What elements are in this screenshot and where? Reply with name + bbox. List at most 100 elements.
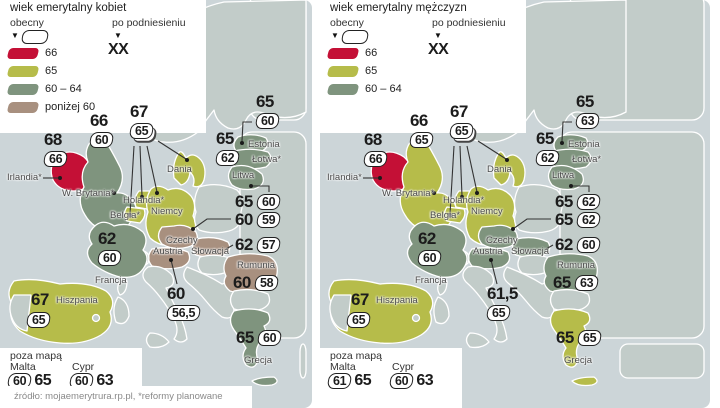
country-greece: [229, 308, 271, 368]
value-czech: 60 59: [235, 211, 282, 228]
label-france: Francja: [95, 275, 127, 286]
legend-current-label: obecny: [10, 17, 44, 29]
legend-item-label: 66: [365, 47, 378, 59]
source-note: źródło: mojaemerytrura.rp.pl, *reformy p…: [14, 391, 223, 402]
label-belgium: Belgia*: [430, 210, 461, 221]
legend-item-label: 60 – 64: [365, 83, 402, 95]
country-italy: [462, 265, 508, 343]
value-malta: 60 65: [6, 372, 52, 390]
value-czech: 65 62: [555, 211, 602, 228]
value-greece: 65 65: [556, 329, 603, 346]
value-estonia: 65 60: [254, 93, 281, 129]
legend-swatch: [6, 48, 40, 59]
value-spain-raised: 67: [31, 290, 49, 309]
label-spain: Hiszpania: [376, 295, 418, 306]
country-slovakia: [191, 236, 231, 258]
label-greece: Grecja: [244, 355, 272, 366]
label-greece: Grecja: [564, 355, 592, 366]
map-title: wiek emerytalny mężczyzn: [330, 2, 467, 14]
legend-sample-raised: XX: [108, 41, 129, 58]
label-uk: W. Brytania*: [382, 188, 435, 199]
island-corsica: [117, 278, 128, 296]
value-romania: 60 58: [233, 274, 280, 291]
value-slovakia: 62 60: [555, 236, 602, 253]
label-germany: Niemcy: [471, 206, 503, 217]
leader-lines: [43, 121, 270, 285]
country-czech: [477, 224, 519, 250]
country-bulgaria: [549, 288, 591, 312]
value-france: 62 60: [96, 230, 123, 266]
value-ireland: 68 66: [42, 131, 69, 167]
leader-dots: [378, 141, 573, 262]
country-poland: [513, 183, 563, 234]
value-lithuania: 65 62: [555, 193, 602, 210]
country-turkey: [619, 343, 705, 379]
map-title: wiek emerytalny kobiet: [10, 2, 127, 14]
legend: wiek emerytalny kobiet obecny po podnies…: [0, 0, 206, 133]
value-uk: 66 60: [88, 112, 115, 148]
country-slovakia: [511, 236, 551, 258]
legend-sample-raised: XX: [428, 41, 449, 58]
down-arrow-icon: ▼: [331, 31, 339, 40]
island-corsica: [437, 278, 448, 296]
legend-item-label: 65: [45, 65, 58, 77]
value-cyprus: 60 63: [388, 372, 434, 390]
value-slovakia: 62 57: [235, 236, 282, 253]
label-czech: Czechy: [486, 235, 518, 246]
legend-item-label: 66: [45, 47, 58, 59]
label-netherlands: Holandia*: [123, 195, 165, 206]
country-denmark: [492, 151, 526, 188]
legend-item-label: poniżej 60: [45, 101, 96, 113]
country-greece: [549, 308, 591, 368]
label-spain: Hiszpania: [56, 295, 98, 306]
label-denmark: Dania: [487, 164, 512, 175]
outside-map-title: poza mapą: [10, 350, 62, 362]
down-arrow-icon: ▼: [114, 31, 122, 40]
value-latvia: 65 62: [214, 130, 241, 166]
leader-dots: [58, 141, 253, 262]
legend-swatch: [6, 102, 40, 113]
legend-current-label: obecny: [330, 17, 364, 29]
island-sardinia: [433, 296, 450, 325]
legend-swatch: [6, 66, 40, 77]
label-romania: Rumunia: [237, 260, 276, 271]
leader-lines: [363, 121, 590, 285]
legend-raised-label: po podniesieniu: [432, 17, 506, 29]
label-latvia: Łotwa*: [572, 154, 602, 165]
label-czech: Czechy: [166, 235, 198, 246]
value-austria: 60 56,5: [165, 285, 202, 321]
down-arrow-icon: ▼: [434, 31, 442, 40]
legend-swatch: [6, 84, 40, 95]
label-cyprus: Cypr: [392, 361, 415, 373]
outside-map-title: poza mapą: [330, 350, 382, 362]
legend-sample-box: [20, 30, 50, 44]
value-spain-raised: 67: [351, 290, 369, 309]
label-slovakia: Słowacja: [511, 246, 550, 257]
label-slovakia: Słowacja: [191, 246, 230, 257]
value-malta: 61 65: [326, 372, 372, 390]
label-malta: Malta: [330, 361, 356, 373]
value-estonia: 65 63: [574, 93, 601, 129]
country-italy: [142, 265, 188, 343]
island-sicily: [465, 332, 490, 349]
legend-raised-label: po podniesieniu: [112, 17, 186, 29]
outside-map-card: poza mapą Malta 61 65 Cypr 60 63: [320, 348, 462, 408]
map-panel: wiek emerytalny mężczyzn obecny po podni…: [320, 0, 720, 408]
value-uk: 66 65: [408, 112, 435, 148]
value-lithuania: 65 60: [235, 193, 282, 210]
label-austria: Austria: [153, 246, 183, 257]
label-lithuania: Litwa: [232, 170, 255, 181]
legend-item-label: 60 – 64: [45, 83, 82, 95]
value-ireland: 68 66: [362, 131, 389, 167]
country-lithuania: [227, 164, 265, 191]
label-romania: Rumunia: [557, 260, 596, 271]
value-austria: 61,5 65: [485, 284, 518, 321]
source-strip: [0, 386, 252, 408]
label-latvia: Łotwa*: [252, 154, 282, 165]
value-spain-current: 65: [25, 311, 52, 329]
value-romania: 65 63: [553, 274, 600, 291]
label-malta: Malta: [10, 361, 36, 373]
value-cyprus: 60 63: [68, 372, 114, 390]
country-bulgaria: [229, 288, 271, 312]
